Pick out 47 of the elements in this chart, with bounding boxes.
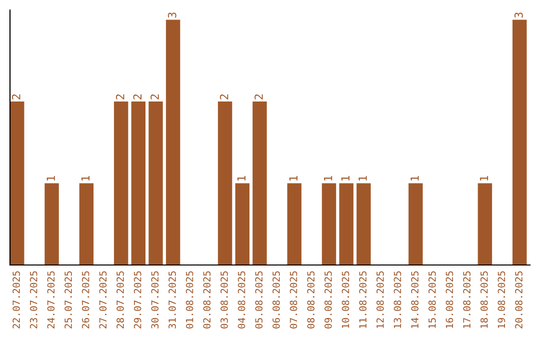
x-tick-label: 19.08.2025	[498, 271, 506, 328]
data-label: 1	[289, 176, 298, 181]
x-tick-label: 08.08.2025	[307, 271, 315, 328]
data-label: 2	[116, 94, 124, 100]
data-label: 2	[150, 94, 159, 100]
data-label: 1	[410, 176, 419, 181]
x-tick-label: 24.07.2025	[47, 271, 55, 328]
x-tick-label: 31.07.2025	[168, 271, 176, 328]
data-label: 2	[133, 94, 142, 100]
data-label: 2	[254, 94, 263, 100]
x-tick-label: 26.07.2025	[82, 271, 90, 328]
x-tick-label: 20.08.2025	[515, 271, 522, 328]
x-tick-label: 13.08.2025	[394, 271, 402, 328]
data-label: 3	[168, 12, 176, 18]
x-tick-label: 05.08.2025	[255, 271, 263, 328]
x-tick-label: 11.08.2025	[359, 271, 366, 328]
data-label: 2	[12, 94, 20, 100]
x-tick-label: 17.08.2025	[463, 271, 470, 328]
x-tick-label: 18.08.2025	[480, 271, 488, 328]
data-label: 1	[81, 176, 90, 181]
x-tick-label: 25.07.2025	[64, 271, 72, 328]
x-tick-label: 22.07.2025	[12, 271, 20, 328]
x-tick-label: 14.08.2025	[411, 271, 418, 328]
data-label: 1	[480, 176, 488, 181]
data-label: 3	[514, 12, 523, 18]
x-tick-label: 12.08.2025	[376, 271, 384, 328]
x-tick-label: 28.07.2025	[116, 271, 124, 328]
x-tick-label: 10.08.2025	[342, 271, 350, 328]
x-tick-label: 01.08.2025	[186, 271, 194, 328]
x-tick-label: 29.07.2025	[134, 271, 142, 328]
x-tick-label: 16.08.2025	[446, 271, 454, 328]
data-label: 1	[46, 176, 55, 181]
data-label: 1	[358, 176, 367, 181]
x-tick-label: 30.07.2025	[151, 271, 159, 328]
x-tick-label: 15.08.2025	[428, 271, 436, 328]
x-tick-label: 23.07.2025	[30, 271, 38, 328]
x-tick-label: 27.07.2025	[99, 271, 107, 328]
x-tick-label: 06.08.2025	[272, 271, 280, 328]
data-label: 1	[341, 176, 350, 181]
data-label: 1	[237, 176, 246, 181]
x-tick-label: 07.08.2025	[290, 271, 298, 328]
data-label: 2	[220, 94, 228, 100]
x-tick-label: 03.08.2025	[220, 271, 228, 328]
x-tick-label: 09.08.2025	[324, 271, 332, 328]
x-tick-label: 04.08.2025	[238, 271, 246, 328]
x-tick-label: 02.08.2025	[203, 271, 211, 328]
data-label: 1	[324, 176, 332, 181]
